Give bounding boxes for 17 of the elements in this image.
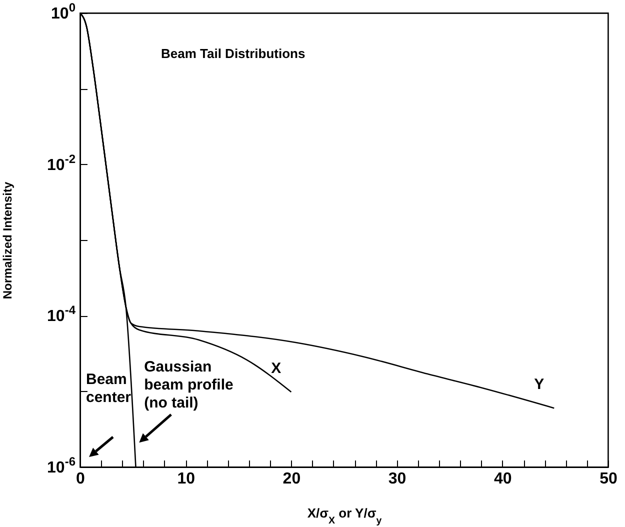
y-tick-label: 10$^{-4}$ (47, 303, 76, 326)
x-tick-label: 30 (388, 470, 406, 488)
x-tick-label: 0 (76, 470, 86, 488)
y-axis-title: Normalized Intensity (0, 181, 14, 300)
y-tick-label: 10$^{-2}$ (47, 152, 76, 174)
x-tick-label: 10 (177, 470, 196, 488)
x-tick-label: 20 (282, 470, 301, 488)
x-axis-title: X/σ$_{X}$ or Y/σ$_{y}$ (307, 506, 382, 526)
text: Beam Tail Distributions (161, 46, 306, 61)
annotation: Gaussian beam profile (no tail) (144, 358, 234, 412)
y-tick-label: 10$^{-6}$ (47, 454, 76, 476)
series-label: X (271, 360, 282, 377)
y-tick-label: 10$^{0}$ (51, 0, 76, 22)
x-tick-label: 40 (494, 470, 512, 488)
annotation: Beam center (86, 371, 132, 406)
series-label: Y (534, 376, 544, 394)
x-tick-label: 50 (600, 470, 618, 488)
